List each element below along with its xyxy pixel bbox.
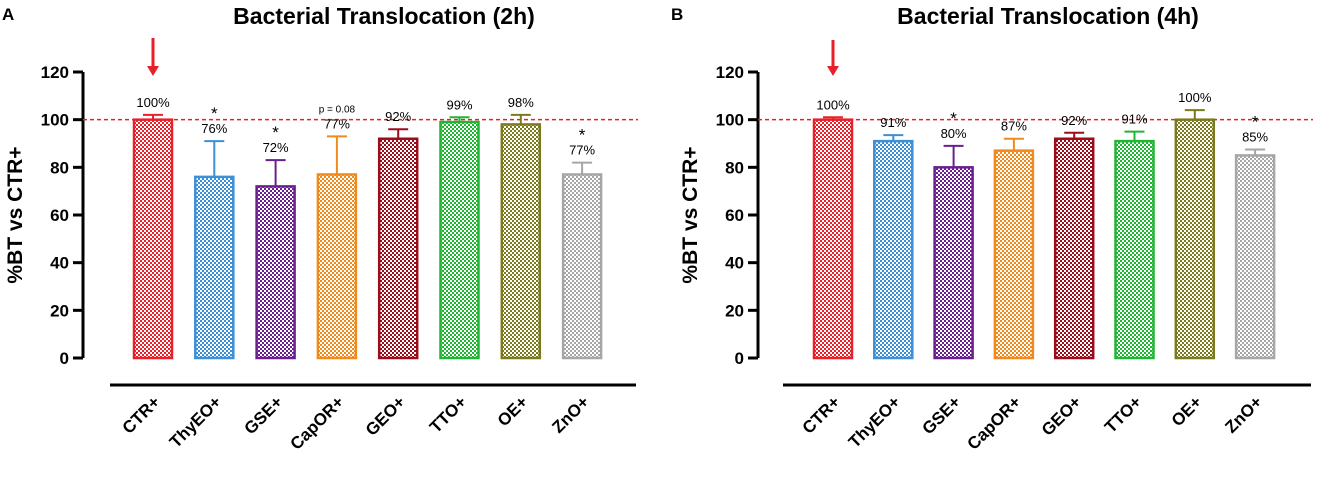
y-tick-label: 120 <box>716 63 744 82</box>
bar-CapOR+ <box>316 173 358 360</box>
bar-ZnO+ <box>1234 154 1276 360</box>
significance-star: * <box>211 104 218 123</box>
bar-GSE+ <box>255 185 296 360</box>
highlight-arrow-head <box>827 66 839 76</box>
y-tick-label: 80 <box>50 158 69 177</box>
data-label-CTR+: 100% <box>816 97 850 112</box>
y-tick-label: 120 <box>41 63 69 82</box>
significance-star: * <box>1252 112 1259 131</box>
y-tick-label: 0 <box>735 349 744 368</box>
data-label-CTR+: 100% <box>136 95 170 110</box>
y-tick-label: 80 <box>725 158 744 177</box>
bar-GSE+ <box>933 166 974 360</box>
panel-letter-a: A <box>2 5 14 24</box>
data-label-CapOR+: 77% <box>324 116 350 131</box>
data-label-TTO+: 99% <box>446 97 472 112</box>
data-label-ThyEO+: 91% <box>880 115 906 130</box>
data-label-GEO+: 92% <box>1061 113 1087 128</box>
x-tick-label-OE+: OE+ <box>1168 392 1206 430</box>
x-tick-label-ThyEO+: ThyEO+ <box>845 392 904 451</box>
y-tick-label: 100 <box>41 111 69 130</box>
data-label-ThyEO+: 76% <box>201 121 227 136</box>
panel-a: A Bacterial Translocation (2h) %BT vs CT… <box>2 3 638 454</box>
bar-CTR+ <box>132 118 174 360</box>
x-tick-label-TTO+: TTO+ <box>1101 392 1145 436</box>
data-label-CapOR+: 87% <box>1001 119 1027 134</box>
data-label-OE+: 98% <box>508 95 534 110</box>
panel-letter-b: B <box>671 5 683 24</box>
bar-TTO+ <box>439 120 480 360</box>
y-tick-label: 40 <box>725 254 744 273</box>
bar-ThyEO+ <box>873 139 914 360</box>
data-label-TTO+: 91% <box>1121 112 1147 127</box>
significance-star: * <box>950 109 957 128</box>
data-label-GEO+: 92% <box>385 109 411 124</box>
bar-ZnO+ <box>561 173 603 360</box>
data-label-OE+: 100% <box>1178 90 1212 105</box>
x-tick-label-ThyEO+: ThyEO+ <box>166 392 225 451</box>
chart-title-b: Bacterial Translocation (4h) <box>897 3 1199 29</box>
x-tick-label-ZnO+: ZnO+ <box>548 392 593 437</box>
y-tick-label: 100 <box>716 111 744 130</box>
x-tick-label-GEO+: GEO+ <box>1038 392 1085 439</box>
x-tick-label-CTR+: CTR+ <box>119 392 164 437</box>
bar-OE+ <box>500 123 542 360</box>
panel-b: B Bacterial Translocation (4h) %BT vs CT… <box>671 3 1313 454</box>
x-tick-label-GSE+: GSE+ <box>919 392 965 438</box>
significance-star: * <box>272 123 279 142</box>
y-axis-label-b: %BT vs CTR+ <box>679 146 702 283</box>
data-label-GSE+: 80% <box>941 126 967 141</box>
y-tick-label: 60 <box>725 206 744 225</box>
x-tick-label-GSE+: GSE+ <box>241 392 287 438</box>
y-tick-label: 0 <box>60 349 69 368</box>
bar-CapOR+ <box>993 149 1035 360</box>
data-label-ZnO+: 77% <box>569 143 595 158</box>
x-tick-label-CapOR+: CapOR+ <box>287 392 348 453</box>
y-tick-label: 40 <box>50 254 69 273</box>
x-tick-label-CTR+: CTR+ <box>799 392 844 437</box>
x-tick-label-CapOR+: CapOR+ <box>964 392 1025 453</box>
highlight-arrow-head <box>147 66 159 76</box>
significance-star: * <box>579 126 586 145</box>
bar-GEO+ <box>1053 137 1095 360</box>
y-tick-label: 20 <box>725 301 744 320</box>
x-tick-label-ZnO+: ZnO+ <box>1221 392 1266 437</box>
p-value-note: p = 0.08 <box>319 104 356 115</box>
x-tick-label-TTO+: TTO+ <box>426 392 470 436</box>
bar-TTO+ <box>1114 139 1155 360</box>
bar-OE+ <box>1174 118 1216 360</box>
data-label-GSE+: 72% <box>263 140 289 155</box>
x-tick-label-GEO+: GEO+ <box>362 392 409 439</box>
bar-CTR+ <box>812 118 854 360</box>
plot-area-b: 020406080100120100%CTR+91%ThyEO+80%*GSE+… <box>716 40 1313 454</box>
data-label-ZnO+: 85% <box>1242 129 1268 144</box>
y-tick-label: 60 <box>50 206 69 225</box>
y-tick-label: 20 <box>50 301 69 320</box>
bar-ThyEO+ <box>194 175 235 360</box>
chart-title-a: Bacterial Translocation (2h) <box>233 3 535 29</box>
y-axis-label-a: %BT vs CTR+ <box>4 146 27 283</box>
x-tick-label-OE+: OE+ <box>494 392 532 430</box>
plot-area-a: 020406080100120100%CTR+76%*ThyEO+72%*GSE… <box>41 38 638 454</box>
bar-GEO+ <box>377 137 419 360</box>
